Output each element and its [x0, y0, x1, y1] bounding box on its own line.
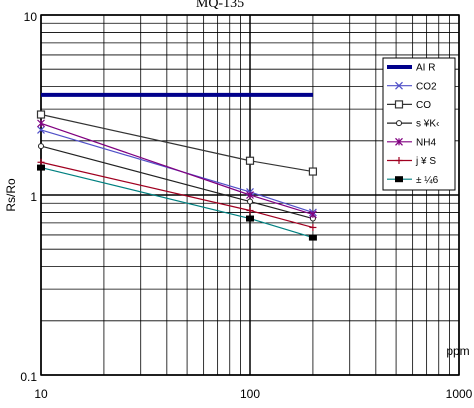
legend-label: s ¥K‹ [416, 119, 439, 130]
plot-border [40, 14, 460, 376]
x-tick-label: 10 [34, 387, 48, 401]
series-line [40, 167, 314, 239]
y-tick-label: 10 [24, 10, 38, 24]
legend-label: CO2 [416, 81, 437, 92]
marker-part [308, 234, 317, 241]
x-tick-label: 100 [240, 387, 260, 401]
chart-title: MQ-135 [196, 0, 244, 11]
marker-part [395, 176, 403, 183]
legend-marker [396, 120, 402, 127]
marker [37, 164, 45, 171]
legend-marker [395, 137, 403, 146]
marker-part [395, 81, 403, 90]
x-tick-label: 1000 [446, 387, 473, 401]
marker-part [396, 120, 402, 127]
marker-part [247, 198, 253, 205]
legend-label: ± ¼6 [416, 174, 439, 186]
legend-marker [395, 81, 403, 90]
marker [38, 143, 44, 150]
series-line [40, 113, 314, 173]
y-axis-label: Rs/Ro [4, 178, 18, 212]
marker [246, 207, 254, 215]
legend-label: NH4 [416, 137, 436, 148]
marker-part [394, 100, 404, 109]
marker [37, 119, 45, 128]
legend-label: CO [416, 100, 431, 111]
marker-part [308, 167, 318, 176]
marker-part [37, 125, 45, 134]
marker [245, 156, 255, 165]
marker-part [245, 156, 255, 165]
y-tick-label: 0.1 [20, 370, 37, 384]
marker-part [37, 164, 45, 171]
marker [308, 210, 317, 219]
legend-marker [394, 100, 404, 109]
y-tick-label: 1 [30, 190, 37, 204]
legend-label: AI R [416, 63, 435, 74]
legend-box [382, 57, 456, 191]
marker-part [36, 110, 46, 119]
legend-marker [395, 157, 403, 164]
legend-marker [395, 176, 403, 183]
x-axis-label: ppm [446, 344, 469, 358]
marker [308, 234, 317, 241]
marker [246, 215, 254, 222]
marker [309, 223, 317, 231]
marker [247, 198, 253, 205]
marker [308, 167, 318, 176]
marker [37, 125, 45, 134]
marker [36, 110, 46, 119]
marker [246, 191, 254, 199]
series-line [40, 145, 314, 220]
marker-part [38, 143, 44, 150]
legend-label: j ¥ S [415, 156, 436, 167]
marker-part [246, 215, 254, 222]
